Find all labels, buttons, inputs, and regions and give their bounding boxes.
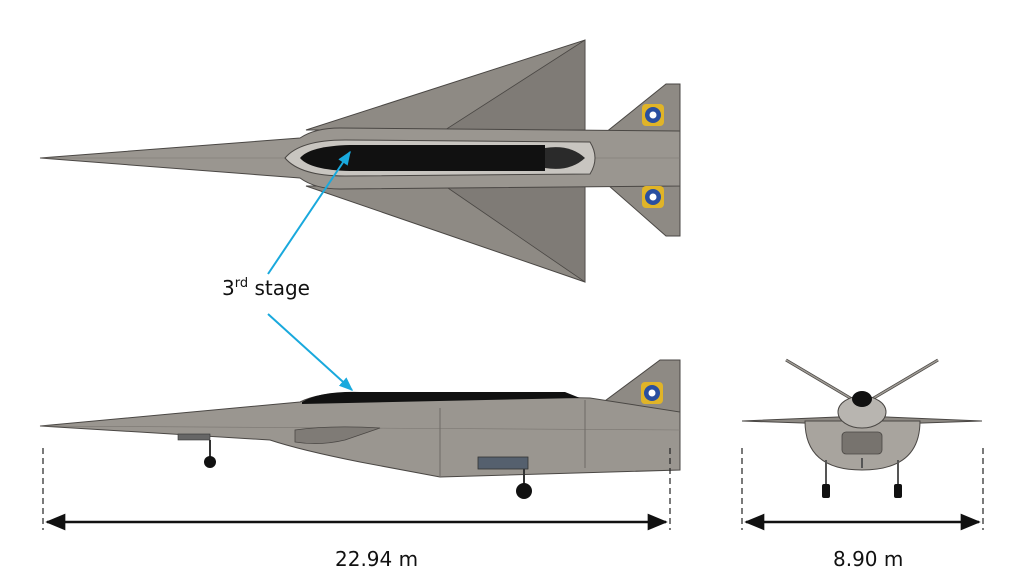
insignia-icon — [642, 104, 664, 126]
stage-suffix: rd — [234, 276, 249, 291]
stage-number: 3 — [222, 276, 235, 300]
insignia-icon — [641, 382, 663, 404]
top-view-upper-fin — [598, 83, 681, 138]
top-view — [39, 39, 681, 283]
side-view — [39, 359, 681, 499]
insignia-icon — [642, 186, 664, 208]
main-wheel — [516, 483, 532, 499]
third-stage-label: 3rd stage — [222, 276, 310, 300]
span-dimension — [741, 448, 984, 531]
callout-arrow-side — [267, 313, 354, 391]
front-view — [741, 358, 983, 498]
length-dimension — [42, 448, 671, 531]
span-label: 8.90 m — [833, 547, 904, 571]
nose-wheel — [204, 456, 216, 468]
third-stage-side — [302, 391, 580, 404]
third-stage-top — [300, 145, 545, 171]
stage-word: stage — [254, 276, 310, 300]
callout-arrow-top — [267, 150, 351, 275]
length-label: 22.94 m — [335, 547, 419, 571]
